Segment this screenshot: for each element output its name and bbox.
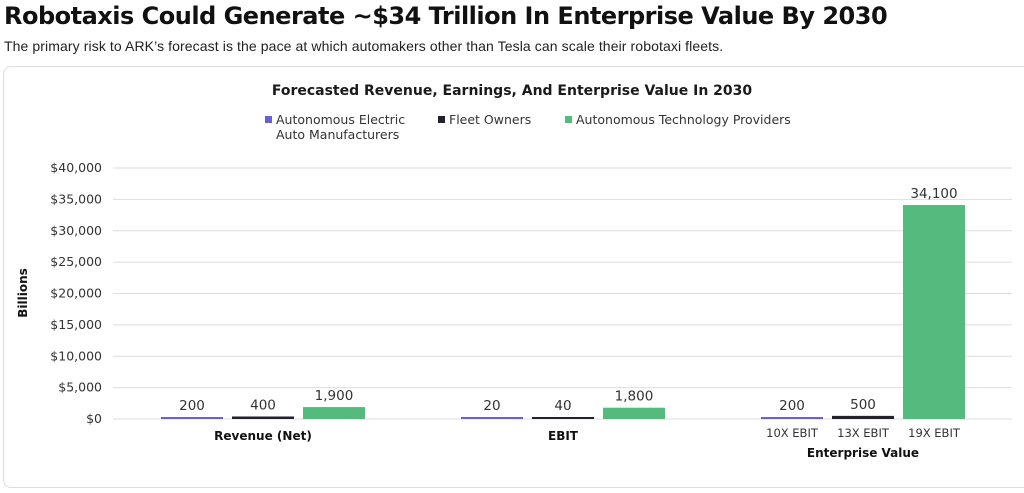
bar-tech_providers [303, 407, 365, 419]
data-label: 200 [179, 398, 205, 414]
legend-item-fleet-owners: Fleet Owners [438, 112, 531, 127]
x-sublabel: 13X EBIT [837, 426, 890, 440]
bar-auto_manufacturers [761, 417, 823, 419]
headline: Robotaxis Could Generate ~$34 Trillion I… [4, 2, 888, 30]
bar-fleet_owners [232, 416, 294, 419]
legend-swatch-auto-manufacturers [265, 116, 272, 123]
legend-label: Autonomous Technology Providers [576, 112, 791, 127]
chart-title: Forecasted Revenue, Earnings, And Enterp… [271, 83, 753, 99]
data-label: 34,100 [910, 186, 957, 202]
data-labels: 200 400 1,900 20 40 1,800 200 500 34,100 [179, 186, 958, 414]
chart-card [3, 66, 1024, 488]
y-tick-label: $30,000 [50, 223, 102, 238]
x-sublabel: 10X EBIT [766, 426, 819, 440]
legend-swatch-fleet-owners [438, 116, 445, 123]
data-label: 20 [483, 398, 500, 414]
data-label: 500 [850, 397, 876, 413]
legend-label-line2: Auto Manufacturers [276, 127, 400, 142]
bar-fleet_owners [532, 417, 594, 419]
legend-label: Autonomous Electric [276, 112, 406, 127]
bar-fleet_owners [832, 415, 894, 419]
y-tick-label: $35,000 [50, 191, 102, 206]
x-axis-labels: Revenue (Net) EBIT 10X EBIT 13X EBIT 19X EBI… [214, 426, 961, 460]
bar-tech_providers [603, 407, 665, 419]
y-tick-label: $5,000 [58, 380, 102, 395]
grid-lines [113, 167, 1012, 420]
x-group-label: EBIT [548, 429, 579, 443]
bars [161, 205, 965, 419]
data-label: 1,800 [615, 389, 654, 405]
y-axis-ticks: $0 $5,000 $10,000 $15,000 $20,000 $25,000 $30,… [50, 160, 102, 426]
bar-auto_manufacturers [161, 417, 223, 419]
data-label: 40 [554, 398, 571, 414]
y-tick-label: $20,000 [50, 286, 102, 301]
y-tick-label: $0 [86, 411, 102, 426]
x-sublabel: 19X EBIT [908, 426, 961, 440]
bar-tech_providers [903, 205, 965, 419]
bar-auto_manufacturers [461, 417, 523, 419]
y-tick-label: $15,000 [50, 317, 102, 332]
data-label: 1,900 [315, 388, 354, 404]
x-group-label: Enterprise Value [807, 446, 919, 460]
subheadline: The primary risk to ARK’s forecast is th… [4, 38, 724, 54]
data-label: 200 [779, 398, 805, 414]
data-label: 400 [250, 397, 276, 413]
y-tick-label: $10,000 [50, 348, 102, 363]
legend-label: Fleet Owners [449, 112, 532, 127]
y-tick-label: $40,000 [50, 160, 102, 175]
legend-item-auto-manufacturers: Autonomous Electric Auto Manufacturers [265, 112, 405, 142]
y-tick-label: $25,000 [50, 254, 102, 269]
legend-item-tech-providers: Autonomous Technology Providers [565, 112, 791, 127]
x-group-label: Revenue (Net) [214, 429, 312, 443]
y-axis-label: Billions [16, 268, 30, 318]
legend-swatch-tech-providers [565, 116, 572, 123]
